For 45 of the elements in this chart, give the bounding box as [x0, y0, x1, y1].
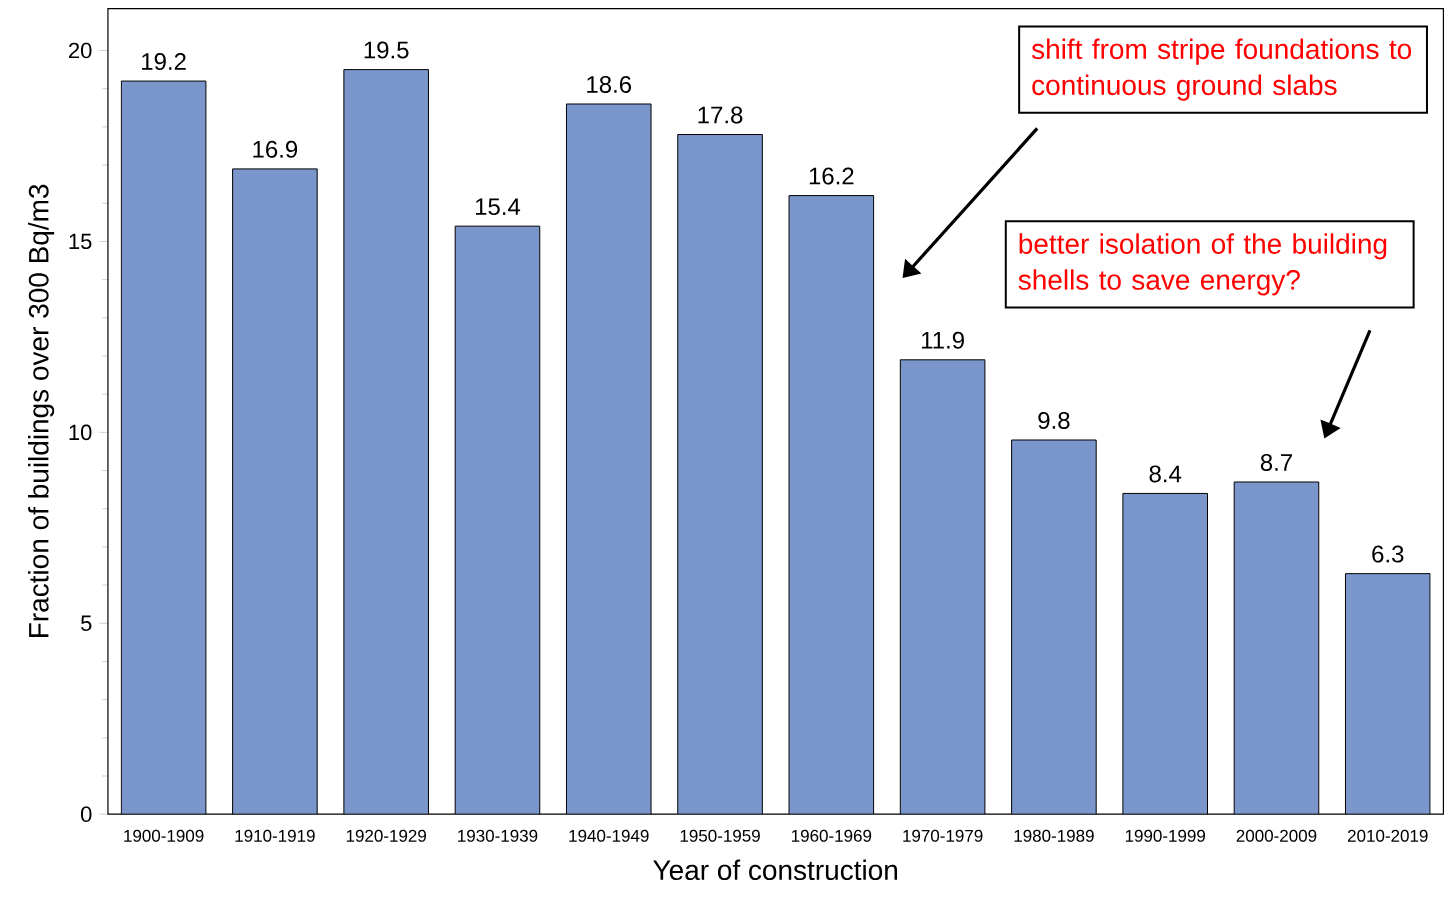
- data-label: 15.4: [475, 198, 521, 216]
- x-tick-label: 1930-1939: [458, 829, 538, 842]
- y-tick-label: 20: [69, 42, 92, 59]
- bar: [120, 80, 207, 815]
- annotation: shift from stripe foundations to continuous ground slabs: [1031, 38, 1412, 101]
- data-label: 8.4: [1149, 465, 1182, 483]
- bar: [899, 359, 986, 815]
- x-tick-label: 1950-1959: [680, 829, 760, 842]
- x-tick-label: 1970-1979: [903, 829, 983, 842]
- x-tick-label: 1980-1989: [1014, 829, 1094, 842]
- data-label: 6.3: [1372, 545, 1404, 563]
- bar: [343, 69, 429, 815]
- data-label: 18.6: [587, 75, 632, 93]
- data-label: 17.8: [698, 106, 743, 124]
- data-label: 16.9: [253, 140, 298, 158]
- data-label: 19.5: [364, 41, 409, 59]
- x-tick-label: 1900-1909: [124, 829, 204, 842]
- bar: [1122, 492, 1208, 815]
- data-label: 8.7: [1260, 453, 1292, 471]
- bar: [1344, 573, 1431, 815]
- bar: [565, 103, 652, 815]
- data-label: 16.2: [809, 167, 854, 185]
- x-tick-label: 1940-1949: [569, 829, 649, 842]
- y-tick-label: 5: [81, 615, 92, 631]
- bar: [1233, 481, 1320, 815]
- x-tick-label: 2000-2009: [1236, 829, 1317, 842]
- annotation: better isolation of the building shells to save energy?: [1018, 233, 1387, 296]
- y-tick-label: 15: [69, 233, 92, 250]
- data-label: 19.2: [142, 52, 186, 70]
- x-tick-label: 1910-1919: [235, 829, 315, 842]
- x-tick-label: 1990-1999: [1125, 829, 1206, 842]
- y-axis-title: Fraction of buildings over 300 Bq/m3: [28, 184, 55, 637]
- bar: [232, 168, 318, 815]
- x-tick-label: 1920-1929: [346, 829, 426, 842]
- x-tick-label: 2010-2019: [1347, 829, 1428, 842]
- bar: [1011, 439, 1097, 815]
- bar: [788, 195, 875, 815]
- x-tick-label: 1960-1969: [791, 829, 872, 842]
- y-tick-label: 0: [80, 806, 92, 822]
- bar: [454, 225, 541, 815]
- y-tick-label: 10: [69, 424, 92, 441]
- x-axis-title: Year of construction: [653, 859, 898, 881]
- data-label: 9.8: [1038, 411, 1070, 429]
- bar: [677, 133, 763, 815]
- data-label: 11.9: [921, 331, 964, 349]
